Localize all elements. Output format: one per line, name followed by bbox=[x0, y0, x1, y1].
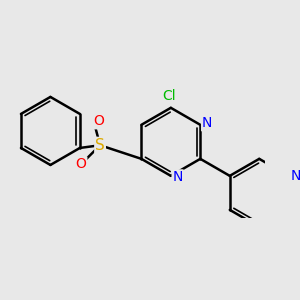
Text: O: O bbox=[93, 114, 104, 128]
Text: O: O bbox=[76, 157, 86, 171]
Text: Cl: Cl bbox=[163, 89, 176, 103]
Text: N: N bbox=[290, 169, 300, 183]
Text: N: N bbox=[202, 116, 212, 130]
Text: S: S bbox=[95, 138, 105, 153]
Text: N: N bbox=[172, 170, 183, 184]
